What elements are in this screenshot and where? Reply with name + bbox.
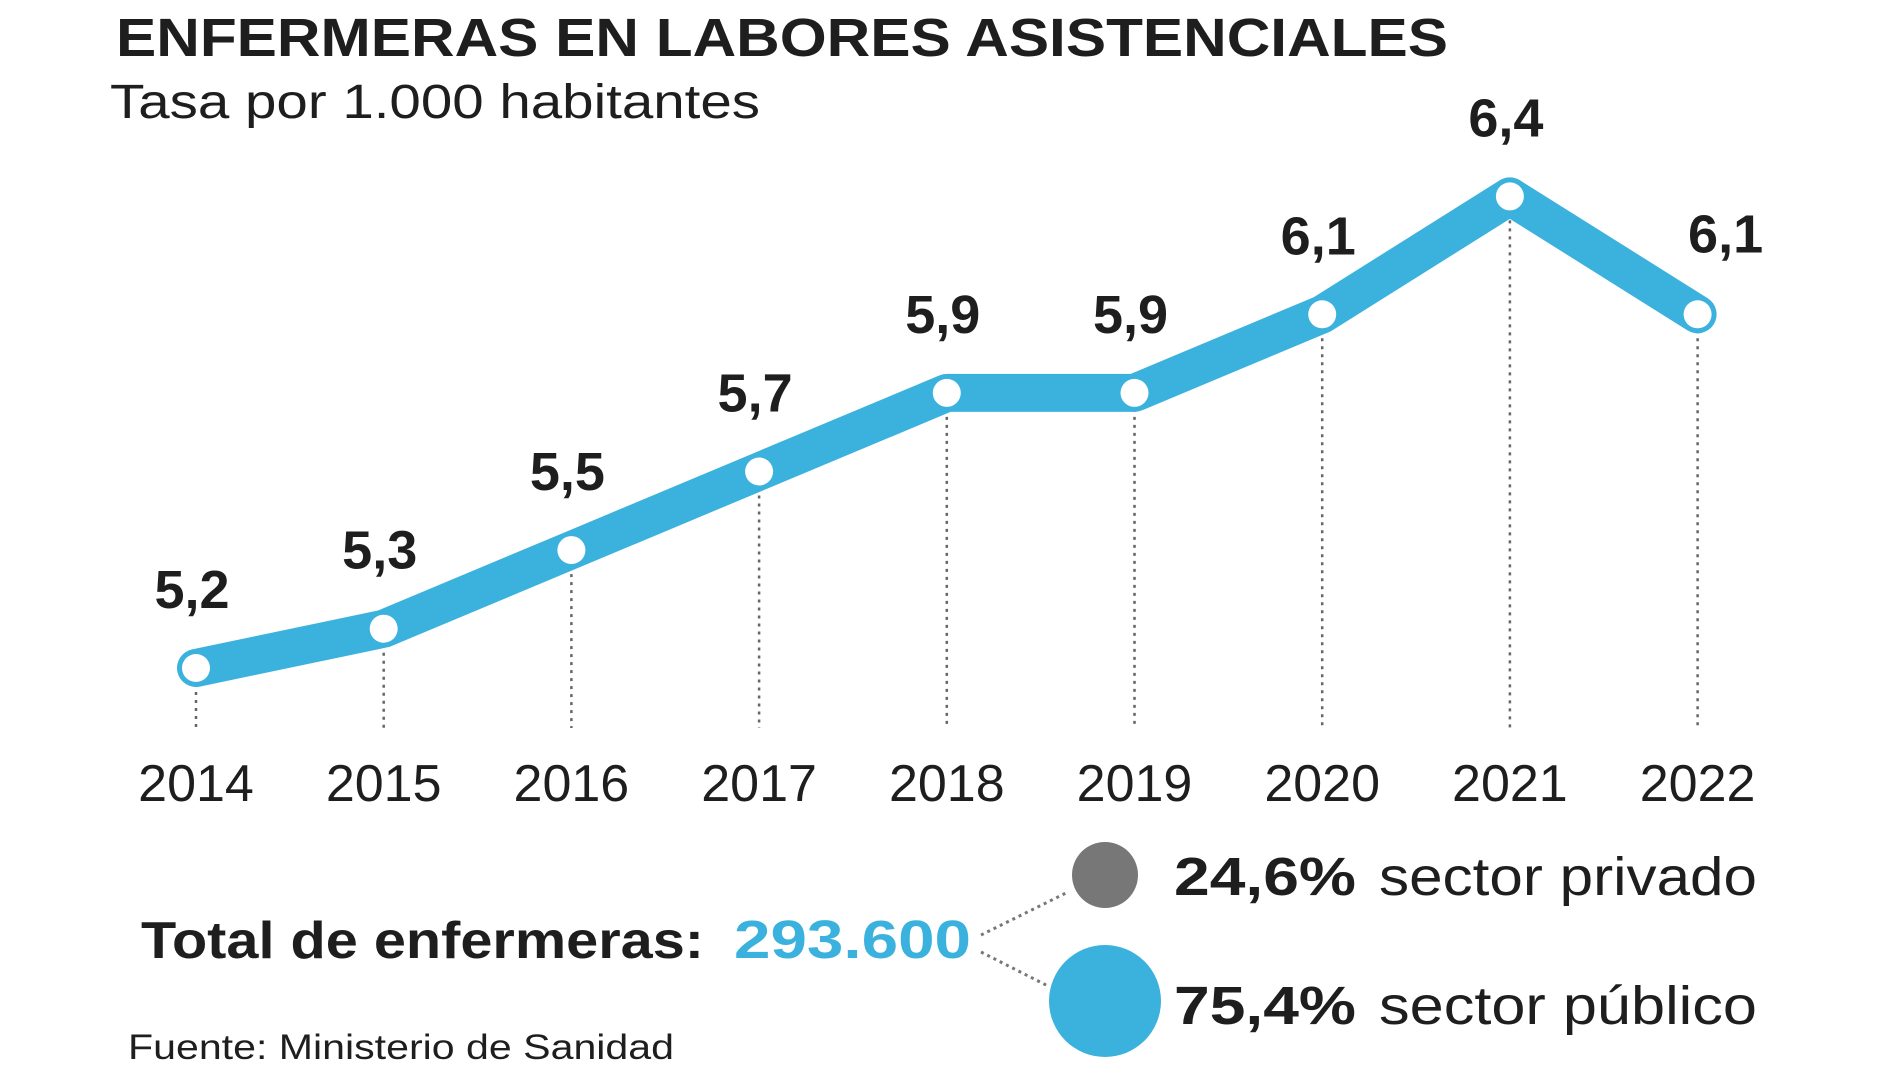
x-tick-label: 2020 [1264, 755, 1380, 813]
series-line [177, 177, 1717, 687]
data-point [1308, 300, 1337, 329]
data-point [369, 614, 398, 643]
public-label: sector público [1379, 976, 1757, 1036]
data-label: 6,4 [1468, 88, 1543, 148]
public-pct: 75,4% [1174, 976, 1356, 1036]
data-label: 5,7 [718, 364, 793, 424]
x-tick-label: 2021 [1452, 755, 1568, 813]
data-point [1683, 300, 1712, 329]
data-label: 5,9 [905, 285, 980, 345]
chart-subtitle: Tasa por 1.000 habitantes [110, 76, 760, 129]
data-point [1495, 182, 1524, 211]
x-tick-label: 2022 [1640, 755, 1756, 813]
x-tick-label: 2014 [138, 755, 254, 813]
chart-title: ENFERMERAS EN LABORES ASISTENCIALES [116, 8, 1448, 68]
private-sector-circle [1072, 842, 1138, 908]
data-label: 6,1 [1688, 204, 1763, 264]
data-label: 5,3 [342, 521, 417, 581]
private-pct: 24,6% [1174, 847, 1356, 907]
summary: Total de enfermeras: 293.600 24,6% secto… [141, 842, 1757, 1057]
data-point [182, 654, 210, 682]
data-label: 5,9 [1093, 285, 1168, 345]
x-tick-label: 2015 [326, 755, 442, 813]
data-label: 6,1 [1281, 206, 1356, 266]
source-note: Fuente: Ministerio de Sanidad [128, 1028, 674, 1067]
x-tick-label: 2019 [1077, 755, 1193, 813]
data-label: 5,2 [154, 560, 229, 620]
plot-area: 5,2 2014 5,3 2015 5,5 2016 5,7 2017 5,9 2018 5,9 20… [138, 88, 1763, 813]
total-value: 293.600 [734, 910, 971, 970]
data-point [1120, 378, 1149, 407]
connector-public [980, 950, 1049, 988]
x-tick-label: 2017 [701, 755, 817, 813]
connector-private [980, 891, 1067, 937]
x-tick-label: 2016 [514, 755, 630, 813]
data-point [932, 378, 961, 407]
data-point [745, 457, 774, 486]
private-label: sector privado [1379, 847, 1757, 907]
total-label: Total de enfermeras: [141, 912, 704, 970]
public-sector-circle [1049, 945, 1161, 1057]
data-point [557, 536, 586, 565]
x-tick-label: 2018 [889, 755, 1005, 813]
data-label: 5,5 [530, 442, 605, 502]
